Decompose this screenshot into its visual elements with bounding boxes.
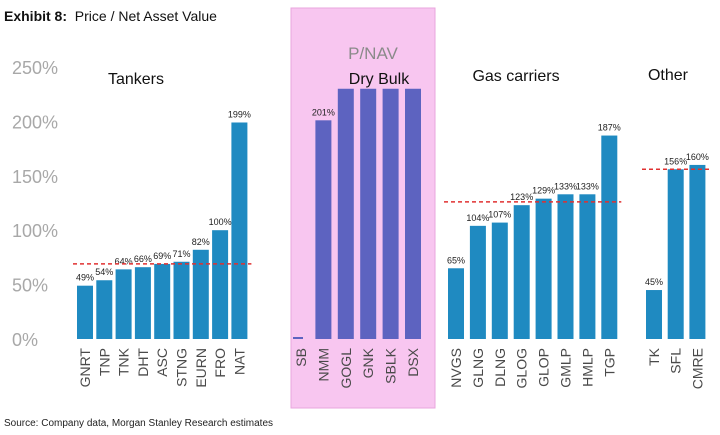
category-label: CMRE [689,348,705,389]
bar [337,88,354,339]
bar [667,169,684,339]
bar [231,122,248,339]
bar [579,194,596,339]
category-label: GOGL [338,348,354,389]
category-label: NMM [315,348,331,381]
category-label: FRO [212,348,228,378]
bar [96,280,113,339]
data-label: 45% [645,277,663,287]
y-tick-label: 50% [12,276,48,296]
group-label: Other [648,67,689,84]
data-label: 69% [153,251,171,261]
bar [382,88,399,339]
y-tick-label: 150% [12,167,58,187]
data-label: 71% [172,249,190,259]
category-label: NVGS [448,348,464,388]
category-label: TNP [96,348,112,376]
y-tick-label: 0% [12,330,38,350]
category-label: SBLK [383,347,399,383]
bar [448,268,464,339]
data-label: 65% [447,255,465,265]
bar [557,194,574,339]
category-label: GLOG [514,348,530,388]
bar [134,267,151,339]
category-label: GNRT [77,348,93,388]
bar [315,120,332,339]
bar [77,285,93,339]
data-label: 66% [134,254,152,264]
bar [115,269,132,339]
category-label: TGP [601,348,617,377]
data-label: 129% [532,186,555,196]
bar [154,263,171,339]
data-label: 187% [598,123,621,133]
group-label: Dry Bulk [349,71,410,88]
bar [513,205,530,339]
category-label: ASC [154,348,170,377]
data-label: 123% [510,192,533,202]
bar [646,290,662,339]
bar [491,222,508,339]
data-label: 107% [488,210,511,220]
category-label: GLOP [536,348,552,387]
category-label: SFL [668,348,684,374]
exhibit-label: Exhibit 8: [4,8,68,24]
category-label: DHT [135,348,151,377]
category-label: STNG [174,348,190,387]
data-label: 54% [95,267,113,277]
bar [689,164,706,339]
category-label: SB [293,348,309,367]
bar [469,225,486,339]
y-tick-label: 100% [12,221,58,241]
data-label: 100% [209,217,232,227]
data-label: 82% [192,237,210,247]
bar [192,249,209,339]
category-label: GNK [360,347,376,378]
chart-title: Price / Net Asset Value [74,8,217,24]
y-tick-label: 250% [12,58,58,78]
data-label: 201% [312,107,335,117]
group-label: Gas carriers [472,68,559,85]
data-label: 133% [554,181,577,191]
bar [173,261,190,339]
category-label: HMLP [579,348,595,387]
data-label: 133% [576,181,599,191]
bar [360,88,377,339]
data-label: 156% [664,156,687,166]
bar [212,230,229,339]
bar [535,198,552,339]
group-label: Tankers [108,71,164,88]
data-label: 160% [686,152,709,162]
category-label: NAT [231,348,247,375]
bar [405,88,421,339]
category-label: EURN [193,348,209,388]
category-label: TNK [116,347,132,376]
exhibit-title: Exhibit 8: Price / Net Asset Value [4,8,217,24]
category-label: GMLP [558,348,574,388]
y-tick-label: 200% [12,112,58,132]
category-label: DLNG [492,348,508,387]
data-label: 64% [115,256,133,266]
category-label: TK [646,347,662,366]
bar [601,135,618,339]
category-label: GLNG [470,348,486,388]
data-label: 104% [466,213,489,223]
source-note: Source: Company data, Morgan Stanley Res… [4,418,274,429]
category-label: DSX [405,347,421,376]
group-subtitle: P/NAV [348,44,398,63]
data-label: 199% [228,109,251,119]
data-label: 49% [76,273,94,283]
bar [293,337,303,339]
